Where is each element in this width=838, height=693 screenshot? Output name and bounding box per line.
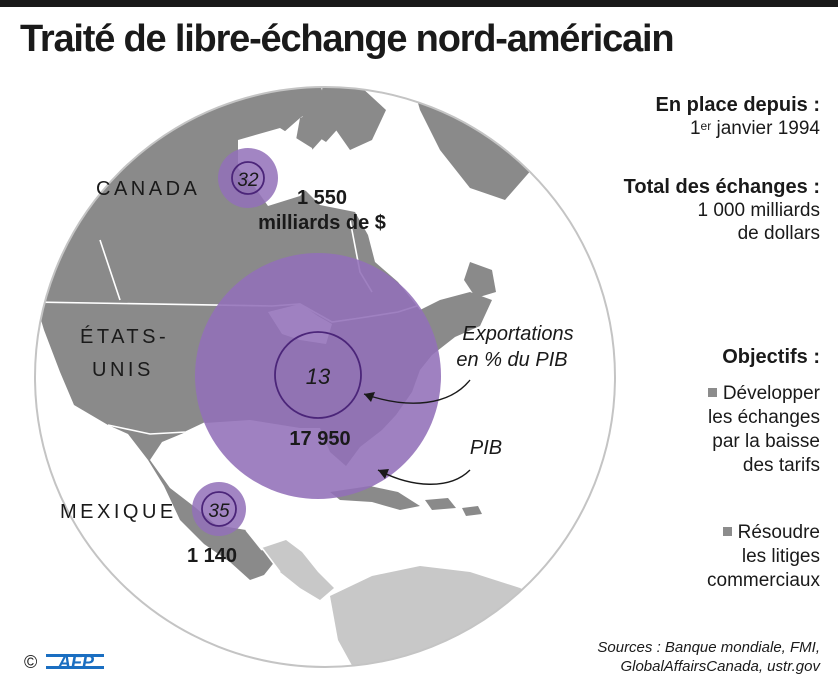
afp-logo-icon: AFP bbox=[46, 652, 104, 672]
legend-gdp-arrow bbox=[377, 469, 471, 485]
sources: Sources : Banque mondiale, FMI, GlobalAf… bbox=[597, 638, 820, 676]
legend-exports-arrowhead bbox=[364, 392, 375, 402]
objectives-block: Objectifs : bbox=[722, 345, 820, 369]
since-block: En place depuis : 1er janvier 1994 bbox=[656, 93, 820, 140]
arctic-island bbox=[110, 87, 240, 96]
objectives-heading: Objectifs : bbox=[722, 346, 820, 368]
usa-gdp-value: 17 950 bbox=[289, 428, 350, 450]
caribbean-island bbox=[425, 498, 456, 510]
caribbean-island bbox=[462, 506, 482, 516]
arctic-island bbox=[296, 110, 330, 150]
total-heading: Total des échanges : bbox=[623, 176, 820, 198]
total-line1: 1 000 milliards bbox=[697, 200, 821, 221]
canada-gdp-circle bbox=[218, 148, 278, 208]
bullet-icon bbox=[707, 388, 717, 397]
legend-gdp: PIB bbox=[470, 437, 502, 459]
usa-label-line2: UNIS bbox=[92, 359, 154, 381]
page-title: Traité de libre-échange nord-américain bbox=[20, 18, 675, 60]
since-heading: En place depuis : bbox=[655, 94, 820, 116]
objective-item: Résoudre les litiges commerciaux bbox=[707, 522, 820, 591]
bullet-icon bbox=[722, 527, 732, 536]
usa-export-pct: 13 bbox=[306, 364, 331, 389]
sources-line1: Sources : Banque mondiale, FMI, bbox=[597, 639, 820, 656]
total-block: Total des échanges : 1 000 milliards de … bbox=[624, 175, 820, 245]
legend-exports-arrow bbox=[363, 379, 471, 404]
central-america bbox=[262, 540, 334, 600]
south-america bbox=[330, 566, 600, 667]
objective-item: Développer les échanges par la baisse de… bbox=[707, 383, 820, 476]
canada-label: CANADA bbox=[96, 178, 200, 200]
canada-export-circle bbox=[231, 161, 265, 195]
copyright-symbol: © bbox=[24, 652, 38, 672]
globe-outline bbox=[34, 86, 616, 668]
legend-exports-line1: Exportations bbox=[462, 323, 573, 345]
mexico-gdp-value: 1 140 bbox=[187, 545, 237, 567]
canada-gdp-value: 1 550 bbox=[297, 187, 347, 209]
newfoundland bbox=[464, 262, 496, 298]
sources-line2: GlobalAffairsCanada, ustr.gov bbox=[620, 658, 820, 675]
total-line2: de dollars bbox=[737, 223, 820, 244]
svg-text:AFP: AFP bbox=[57, 652, 95, 672]
canada-export-pct: 32 bbox=[237, 170, 259, 191]
usa-gdp-circle bbox=[195, 253, 441, 499]
legend-gdp-arrowhead bbox=[378, 469, 389, 479]
usa-label-line1: ÉTATS- bbox=[80, 325, 169, 348]
baffin-island bbox=[320, 87, 386, 150]
legend-exports-line2: en % du PIB bbox=[456, 349, 567, 371]
top-rule bbox=[0, 0, 838, 7]
mexico-label: MEXIQUE bbox=[60, 501, 177, 523]
mexico-gdp-circle bbox=[192, 482, 246, 536]
mexico-export-circle bbox=[201, 491, 237, 527]
canada-gdp-unit: milliards de $ bbox=[258, 212, 386, 234]
mexico-export-pct: 35 bbox=[208, 501, 230, 522]
since-date: 1er janvier 1994 bbox=[689, 118, 820, 139]
usa-export-circle bbox=[274, 331, 362, 419]
